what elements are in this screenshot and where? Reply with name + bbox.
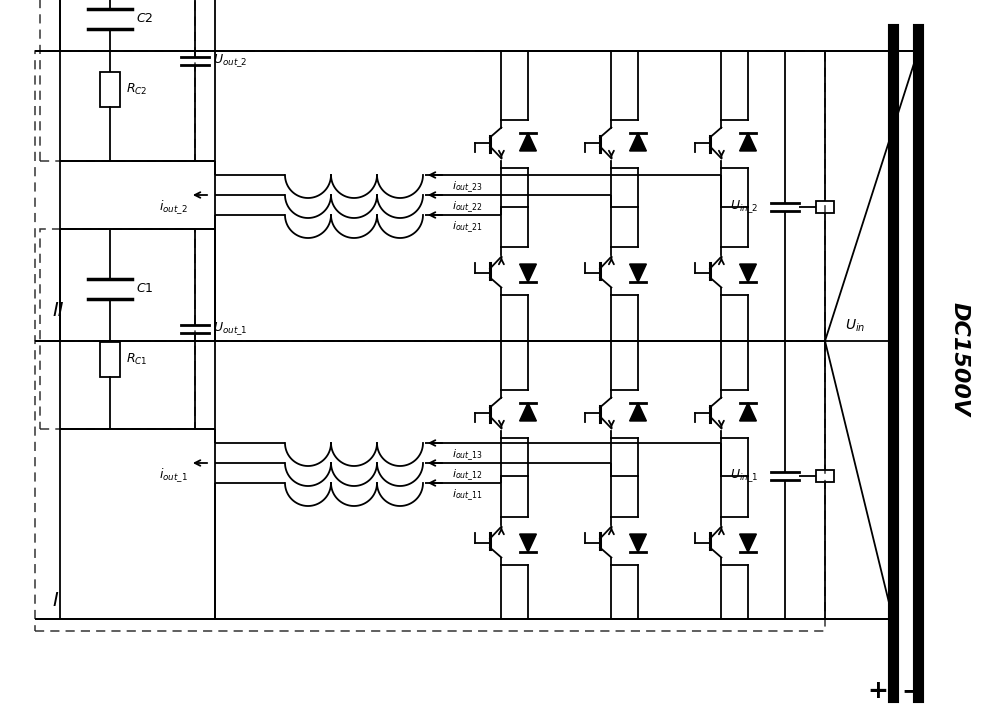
Polygon shape <box>740 133 756 151</box>
Polygon shape <box>630 534 646 552</box>
Text: $i_{out\_22}$: $i_{out\_22}$ <box>452 199 483 215</box>
Polygon shape <box>630 264 646 282</box>
Text: $i_{out\_21}$: $i_{out\_21}$ <box>452 219 483 234</box>
Text: $C2$: $C2$ <box>136 12 153 25</box>
Text: +: + <box>868 679 888 703</box>
Polygon shape <box>740 264 756 282</box>
Text: $U_{in\_2}$: $U_{in\_2}$ <box>730 198 758 216</box>
Polygon shape <box>520 133 536 151</box>
Polygon shape <box>520 403 536 421</box>
Text: $i_{out\_1}$: $i_{out\_1}$ <box>159 466 188 484</box>
Text: I: I <box>52 592 58 610</box>
Text: $C1$: $C1$ <box>136 283 153 296</box>
Text: $i_{out\_13}$: $i_{out\_13}$ <box>452 447 483 463</box>
Text: $R_{C1}$: $R_{C1}$ <box>126 352 148 367</box>
Polygon shape <box>520 534 536 552</box>
Polygon shape <box>520 264 536 282</box>
Text: $i_{out\_12}$: $i_{out\_12}$ <box>452 467 483 482</box>
Text: −: − <box>902 679 922 703</box>
Text: $U_{in}$: $U_{in}$ <box>845 318 865 334</box>
Text: $i_{out\_23}$: $i_{out\_23}$ <box>452 179 483 195</box>
Text: $U_{in\_1}$: $U_{in\_1}$ <box>730 467 758 485</box>
Polygon shape <box>740 534 756 552</box>
Text: $U_{out\_1}$: $U_{out\_1}$ <box>213 321 248 337</box>
Polygon shape <box>630 133 646 151</box>
Text: $i_{out\_2}$: $i_{out\_2}$ <box>159 198 188 216</box>
Text: II: II <box>52 301 64 321</box>
Text: $i_{out\_11}$: $i_{out\_11}$ <box>452 487 483 503</box>
Polygon shape <box>740 403 756 421</box>
Text: $U_{out\_2}$: $U_{out\_2}$ <box>213 52 247 69</box>
Text: DC1500V: DC1500V <box>950 302 970 416</box>
Text: $R_{C2}$: $R_{C2}$ <box>126 81 147 96</box>
Polygon shape <box>630 403 646 421</box>
